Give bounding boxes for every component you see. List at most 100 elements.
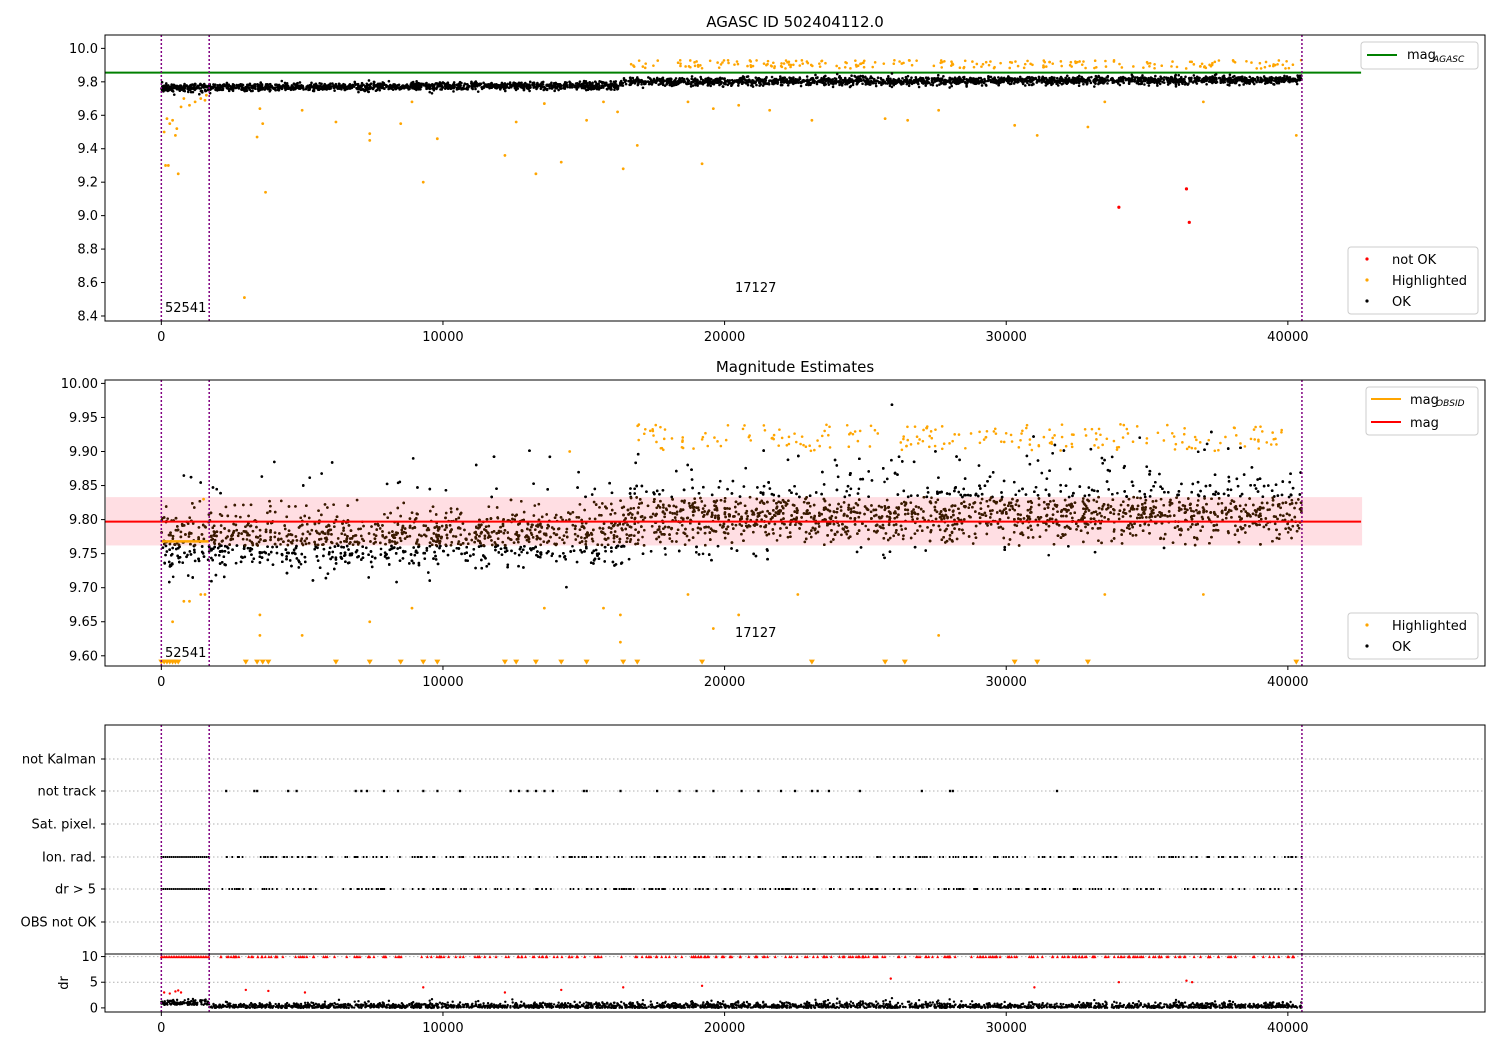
highlighted-point — [1190, 60, 1194, 64]
highlighted-point — [679, 62, 682, 65]
ok-point — [1105, 76, 1108, 79]
ok-point — [835, 72, 839, 76]
ok-point — [1214, 490, 1218, 494]
highlighted-point — [749, 60, 753, 63]
ok-point — [745, 75, 749, 79]
ok-point — [901, 77, 904, 80]
highlighted-point — [695, 60, 698, 63]
ok-point — [508, 81, 512, 84]
ok-point — [749, 84, 753, 87]
ok-point — [799, 80, 802, 84]
ok-point — [640, 484, 644, 488]
ok-point — [1045, 80, 1048, 84]
ok-point — [1083, 494, 1087, 498]
ok-point — [943, 82, 947, 85]
highlighted-point — [972, 65, 976, 69]
ok-point — [165, 85, 169, 88]
ok-point — [366, 90, 370, 94]
ok-point — [1044, 488, 1048, 492]
ok-point — [962, 77, 966, 81]
ok-point — [636, 83, 640, 87]
ok-point — [1253, 77, 1257, 81]
ok-point — [895, 79, 899, 83]
highlighted-point — [258, 107, 262, 110]
ok-point — [938, 78, 941, 81]
ok-point — [271, 563, 275, 566]
ok-point — [1071, 494, 1074, 498]
ok-point — [165, 550, 169, 553]
ok-point — [1139, 76, 1142, 80]
ok-point — [1262, 75, 1266, 78]
highlighted-point — [787, 60, 791, 64]
ok-point — [1055, 80, 1059, 84]
ok-point — [356, 87, 359, 91]
ok-point — [797, 78, 801, 82]
highlighted-point — [1146, 62, 1150, 65]
ok-point — [474, 83, 478, 87]
highlighted-point — [1026, 59, 1029, 63]
ok-point — [1120, 79, 1124, 83]
ok-point — [1161, 487, 1164, 490]
ok-point — [181, 561, 185, 564]
ok-point — [188, 88, 191, 91]
ok-point — [1226, 79, 1230, 82]
ok-point — [718, 479, 722, 483]
highlighted-point — [984, 60, 988, 64]
ok-point — [1272, 82, 1275, 86]
ok-point — [474, 566, 477, 570]
ok-point — [1084, 78, 1087, 82]
ok-point — [959, 77, 962, 80]
ok-point — [736, 84, 740, 87]
highlighted-point — [794, 59, 798, 63]
highlighted-point — [1104, 65, 1108, 68]
ok-point — [237, 85, 241, 88]
ok-point — [1209, 80, 1213, 84]
highlighted-point — [810, 118, 814, 122]
ok-point — [814, 73, 817, 77]
ok-point — [1254, 487, 1258, 490]
ok-point — [593, 487, 597, 491]
ok-point — [726, 83, 730, 87]
ok-point — [212, 83, 215, 87]
highlighted-point — [1051, 62, 1055, 65]
ok-point — [510, 549, 513, 553]
ok-point — [186, 90, 190, 94]
highlighted-point — [700, 66, 704, 70]
highlighted-point — [1184, 67, 1188, 70]
highlighted-point — [818, 62, 821, 65]
ok-point — [821, 80, 824, 83]
ok-point — [898, 79, 902, 82]
ok-point — [1034, 485, 1038, 489]
ok-point — [678, 77, 681, 81]
highlighted-point — [1035, 133, 1039, 137]
ok-point — [1178, 78, 1181, 81]
ok-point — [345, 85, 348, 89]
ok-point — [890, 72, 894, 75]
ok-point — [478, 83, 482, 87]
ok-point — [241, 84, 244, 87]
ok-point — [627, 79, 630, 83]
ok-point — [1183, 77, 1186, 81]
highlighted-point — [179, 105, 183, 109]
ok-point — [1222, 74, 1226, 78]
ok-point — [509, 85, 512, 88]
ok-point — [1173, 74, 1177, 78]
y-tick-label: 9.4 — [77, 142, 98, 157]
ok-point — [1205, 83, 1208, 86]
ok-point — [357, 84, 360, 88]
ok-point — [715, 77, 719, 81]
highlighted-point — [773, 65, 776, 68]
ok-point — [845, 82, 849, 86]
ok-point — [786, 83, 790, 87]
ok-point — [280, 79, 284, 83]
ok-point — [528, 89, 531, 93]
ok-point — [1177, 83, 1181, 86]
ok-point — [926, 80, 929, 83]
ok-point — [1048, 469, 1051, 472]
highlighted-point — [1013, 123, 1017, 127]
highlighted-point — [780, 65, 784, 69]
ok-point — [1193, 76, 1197, 80]
ok-point — [209, 85, 213, 89]
highlighted-point — [656, 59, 660, 62]
ok-point — [268, 87, 271, 91]
